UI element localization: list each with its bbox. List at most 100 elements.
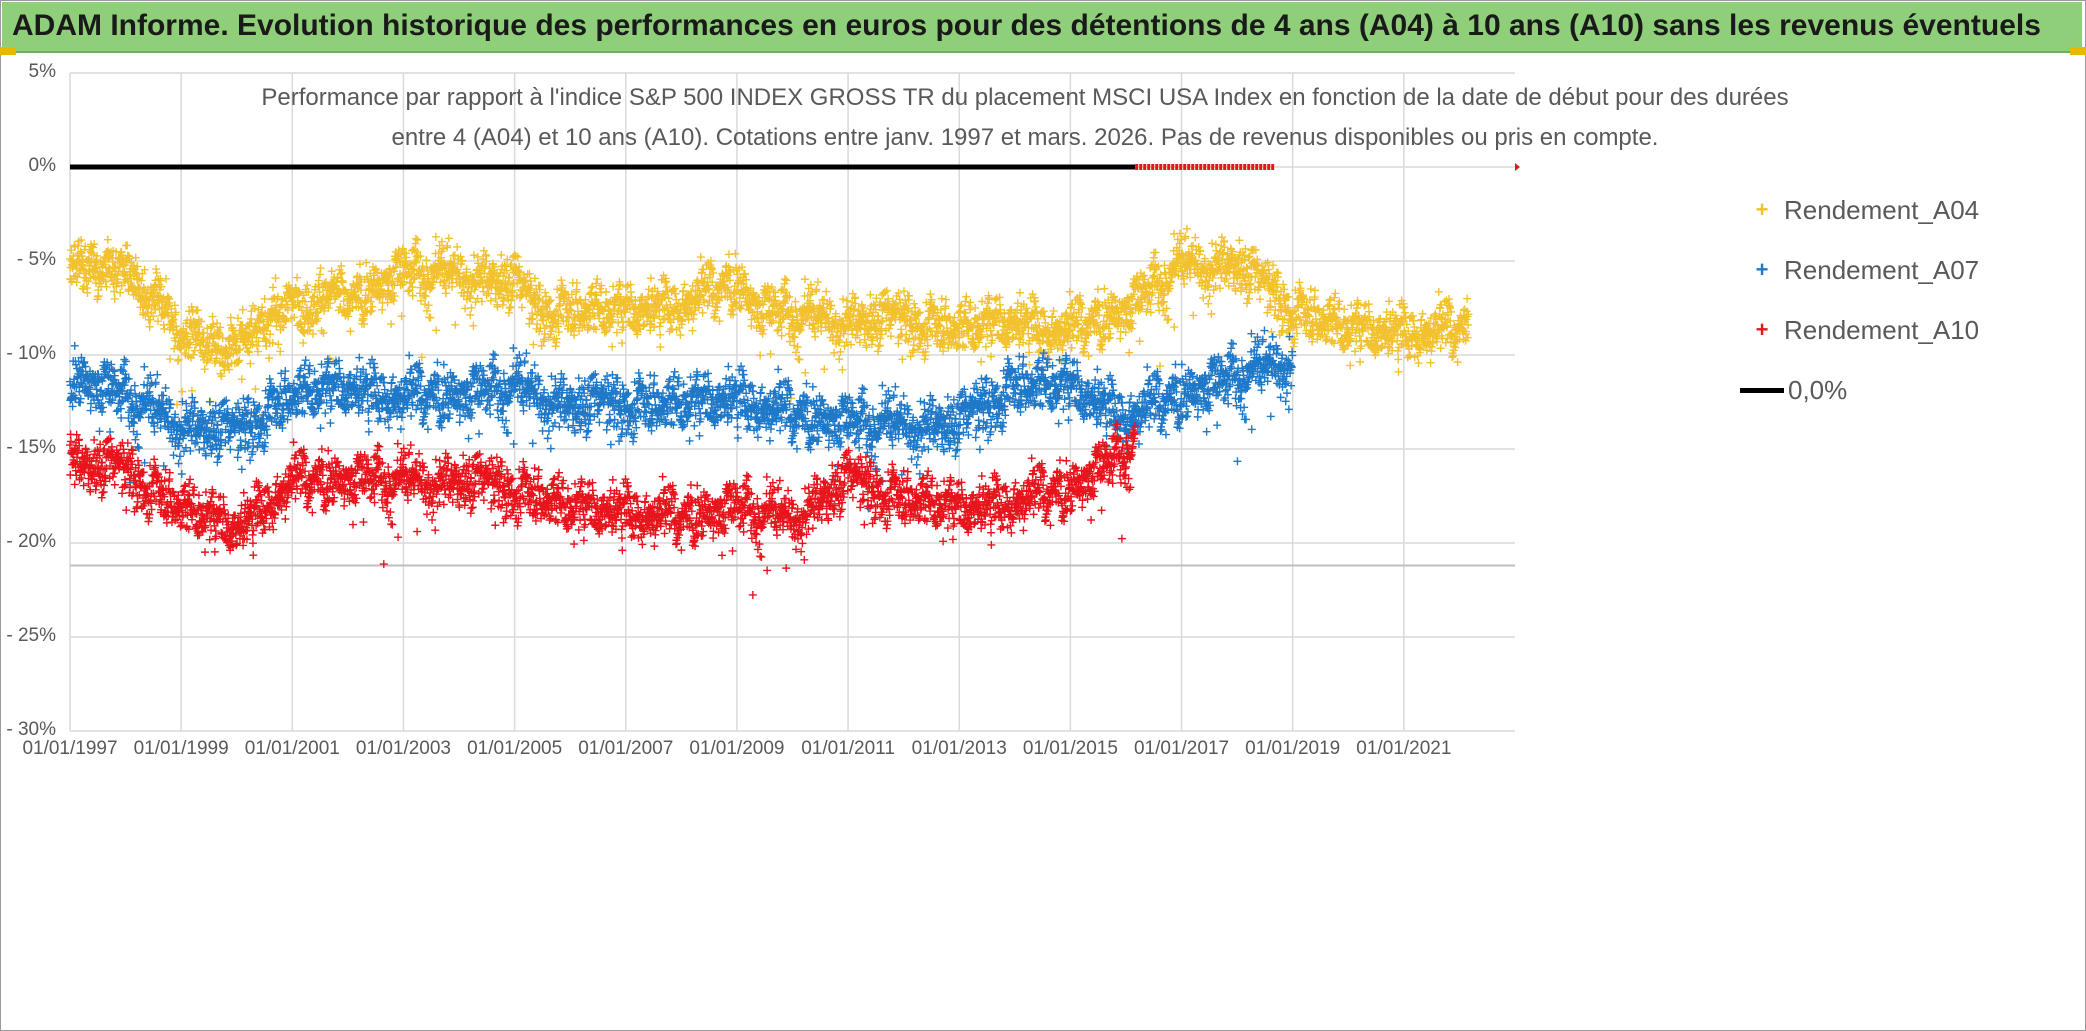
data-point: [69, 252, 78, 261]
data-point: [312, 309, 321, 318]
data-point: [74, 256, 83, 265]
data-point: [1394, 355, 1403, 364]
data-point: [199, 337, 208, 346]
data-point: [941, 295, 950, 304]
data-point: [336, 270, 345, 279]
data-point: [218, 334, 227, 343]
data-point: [1331, 289, 1340, 298]
data-point: [283, 305, 292, 314]
data-point: [187, 323, 196, 332]
data-point: [910, 299, 919, 308]
data-point: [170, 301, 179, 310]
data-point: [268, 283, 277, 292]
data-point: [117, 247, 126, 256]
data-point: [304, 287, 313, 296]
data-point: [971, 303, 980, 312]
data-point: [213, 319, 222, 328]
data-point: [1434, 287, 1443, 296]
data-point: [422, 256, 431, 265]
data-point: [297, 306, 306, 315]
data-point: [266, 330, 275, 339]
data-point: [397, 312, 406, 321]
data-point: [92, 251, 101, 260]
data-point: [195, 445, 204, 454]
data-point: [572, 278, 581, 287]
data-point: [178, 387, 187, 396]
data-point: [265, 354, 274, 363]
data-point: [319, 329, 328, 338]
data-point: [251, 385, 260, 394]
data-point: [1049, 306, 1058, 315]
data-point: [125, 254, 134, 263]
data-point: [316, 264, 325, 273]
data-point: [467, 303, 476, 312]
data-point: [1191, 233, 1200, 242]
data-point: [962, 292, 971, 301]
data-point: [149, 312, 158, 321]
data-point: [937, 294, 946, 303]
data-point: [89, 243, 98, 252]
data-point: [1256, 295, 1265, 304]
data-point: [698, 308, 707, 317]
data-point: [325, 354, 334, 363]
data-point: [1346, 361, 1355, 370]
data-point: [442, 289, 451, 298]
data-point: [137, 276, 146, 285]
data-point: [791, 297, 800, 306]
data-point: [368, 302, 377, 311]
data-point: [795, 355, 804, 364]
data-point: [246, 359, 255, 368]
data-point: [617, 339, 626, 348]
data-point: [413, 235, 422, 244]
data-point: [324, 304, 333, 313]
data-point: [195, 322, 204, 331]
data-point: [70, 341, 79, 350]
data-point: [142, 289, 151, 298]
data-point: [131, 253, 140, 262]
data-point: [1135, 337, 1144, 346]
data-point: [234, 357, 243, 366]
data-point: [348, 304, 357, 313]
data-point: [235, 356, 244, 365]
series-rendement-a04: [66, 224, 1473, 429]
data-point: [225, 365, 234, 374]
data-point: [426, 313, 435, 322]
data-point: [646, 274, 655, 283]
data-point: [101, 277, 110, 286]
data-point: [90, 240, 99, 249]
data-point: [150, 427, 159, 436]
data-point: [157, 282, 166, 291]
data-point: [977, 357, 986, 366]
data-point: [171, 308, 180, 317]
data-point: [208, 312, 217, 321]
data-point: [254, 347, 263, 356]
data-point: [199, 328, 208, 337]
corner-mark-right: [2070, 47, 2086, 55]
data-point: [129, 263, 138, 272]
data-point: [164, 311, 173, 320]
data-point: [1394, 367, 1403, 376]
data-point: [205, 397, 214, 406]
data-point: [338, 278, 347, 287]
data-point: [175, 452, 184, 461]
data-point: [140, 265, 149, 274]
data-point: [123, 241, 132, 250]
data-point: [1170, 323, 1179, 332]
data-point: [268, 338, 277, 347]
data-point: [162, 309, 171, 318]
data-point: [152, 268, 161, 277]
data-point: [274, 292, 283, 301]
data-point: [166, 355, 175, 364]
data-point: [1340, 305, 1349, 314]
data-point: [1436, 344, 1445, 353]
data-point: [212, 354, 221, 363]
data-point: [206, 354, 215, 363]
data-point: [956, 302, 965, 311]
data-point: [161, 384, 170, 393]
data-point: [131, 435, 140, 444]
data-point: [335, 289, 344, 298]
data-point: [315, 288, 324, 297]
data-point: [874, 342, 883, 351]
data-point: [680, 280, 689, 289]
